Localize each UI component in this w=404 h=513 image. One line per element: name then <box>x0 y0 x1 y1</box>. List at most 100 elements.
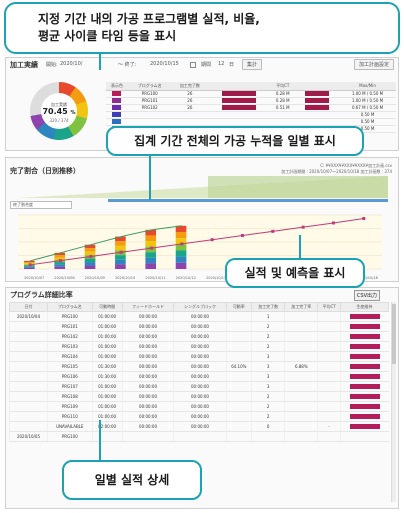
forecast-line <box>30 218 364 266</box>
detail-row[interactable]: 2020/10/05 PRG100 <box>9 431 389 442</box>
detail-cell-avg <box>317 411 341 422</box>
period-value[interactable]: 12 <box>218 61 225 67</box>
forecast-point <box>271 229 275 233</box>
bar-segment <box>54 255 66 258</box>
detail-row[interactable]: PRG110 01:00:00 00:00:00 00:00:00 2 <box>9 411 389 422</box>
detail-cell-rate <box>225 351 252 362</box>
detail-cell-fh: 00:00:00 <box>121 371 174 382</box>
detail-cell-sb: 00:00:00 <box>173 361 226 372</box>
bar-segment <box>84 262 96 266</box>
detail-cell-run: 01:30:00 <box>91 371 123 382</box>
x-tick-label: 2020/10/18 <box>358 276 378 280</box>
detail-scrollbar[interactable] <box>391 302 396 502</box>
bar-segment <box>115 255 126 260</box>
maint-bar <box>349 394 380 400</box>
period-start-label: 開始: <box>46 62 58 68</box>
bar-segment <box>84 248 96 252</box>
bar-segment <box>145 235 157 242</box>
forecast-point <box>210 238 214 242</box>
bar-segment <box>145 229 157 236</box>
plan-file-path: C: ¥¥XXX¥¥XXX¥¥XXX¥加工計画.csv <box>320 163 392 168</box>
detail-cell-fh: 00:00:00 <box>121 381 174 392</box>
detail-cell-run <box>91 431 123 442</box>
detail-title: プログラム詳細比率 <box>10 291 73 299</box>
detail-cell-done: 2 <box>251 341 285 352</box>
detail-cell-rate <box>225 321 252 332</box>
detail-row[interactable]: PRG109 01:00:00 00:00:00 00:00:00 2 <box>9 401 389 412</box>
bar-segment <box>175 225 187 232</box>
color-swatch <box>106 111 128 119</box>
detail-row[interactable]: PRG106 01:30:00 00:00:00 00:00:00 3 <box>9 371 389 382</box>
table-row[interactable]: PRG101 26 0.28 M 1.00 M / 0.50 M <box>106 97 396 105</box>
detail-cell-avg <box>317 431 341 442</box>
detail-row[interactable]: PRG101 01:00:00 00:00:00 00:00:00 2 <box>9 321 389 332</box>
detail-cell-done_rate <box>284 321 318 332</box>
detail-cell-rate: 64.10% <box>225 361 252 372</box>
ct-bar <box>295 104 340 112</box>
detail-cell-program: PRG102 <box>46 331 93 342</box>
bar-segment <box>145 252 157 258</box>
aggregate-button[interactable]: 集計 <box>242 59 263 70</box>
detail-cell-program: PRG103 <box>46 341 93 352</box>
detail-cell-rate <box>225 391 252 402</box>
detail-row[interactable]: PRG105 01:30:00 00:00:00 00:00:00 64.10% 3 6.8… <box>9 361 389 372</box>
detail-col-header: シングルブロック <box>173 302 227 312</box>
bar-segment <box>175 231 187 239</box>
end-date-input[interactable]: 2020/10/15 <box>150 61 179 67</box>
col-bar2 <box>295 82 340 91</box>
bar-segment <box>54 262 66 265</box>
detail-cell-run: 01:00:00 <box>91 311 123 322</box>
bar-segment <box>115 236 126 242</box>
detail-cell-done: 2 <box>251 321 285 332</box>
detail-row[interactable]: PRG108 01:00:00 00:00:00 00:00:00 2 <box>9 391 389 402</box>
avg-ct: 0.28 M <box>270 90 296 98</box>
table-row[interactable]: PRG102 26 0.51 M 0.67 M / 0.50 M <box>106 104 396 112</box>
detail-row[interactable]: PRG103 01:00:00 00:00:00 00:00:00 2 <box>9 341 389 352</box>
csv-export-button[interactable]: CSV出力 <box>353 290 380 301</box>
bar-segment <box>84 251 96 256</box>
detail-cell-done: 3 <box>251 381 285 392</box>
ct-bar <box>295 97 340 105</box>
calendar-icon[interactable] <box>190 62 196 68</box>
max-min: 0.50 M <box>339 118 396 126</box>
detail-cell-done_rate <box>284 421 318 432</box>
done-bar <box>208 90 271 98</box>
detail-row[interactable]: PRG102 01:00:00 00:00:00 00:00:00 2 <box>9 331 389 342</box>
detail-row[interactable]: PRG107 01:00:00 00:00:00 00:00:00 3 <box>9 381 389 392</box>
detail-cell-program: PRG100 <box>46 431 93 442</box>
detail-cell-sb: 00:00:00 <box>173 381 226 392</box>
plan-period-info: 加工計画期間 : 2020/10/07～2020/10/18 加工計画数 : 3… <box>281 169 392 174</box>
forecast-point <box>149 246 153 250</box>
detail-scroll-thumb[interactable] <box>392 304 396 364</box>
start-date-input[interactable]: 2020/10/ <box>60 61 83 67</box>
detail-cell-done: 3 <box>251 361 285 372</box>
detail-cell-maint <box>339 311 389 322</box>
done-bar <box>208 104 271 112</box>
detail-cell-done <box>251 431 285 442</box>
plan-setting-button[interactable]: 加工計画設定 <box>353 59 394 70</box>
summary-panel: 加工実績 開始: 2020/10/ ～ 終了: 2020/10/15 期間 12… <box>5 57 399 151</box>
detail-cell-date <box>9 361 48 372</box>
ratio-select[interactable]: 終了割合度 <box>10 201 72 209</box>
maint-bar <box>349 374 380 380</box>
bar-segment <box>145 263 157 269</box>
detail-cell-avg <box>317 361 341 372</box>
table-row[interactable]: 0.50 M <box>106 118 396 126</box>
done-count: 26 <box>171 90 209 98</box>
ct-bar <box>295 90 340 98</box>
program-summary-table: 表示色 プログラム名 加工完了数 平均CT Max/Min PRG100 26 0.… <box>106 82 396 133</box>
forecast-point <box>58 259 62 263</box>
detail-row[interactable]: UNAVAILABLE 02:00:00 00:00:00 00:00:00 0- <box>9 421 389 432</box>
detail-cell-maint <box>339 421 389 432</box>
table-row[interactable]: PRG100 26 0.28 M 1.00 M / 0.50 M <box>106 90 396 98</box>
detail-cell-fh: 00:00:00 <box>121 421 174 432</box>
done-count: 26 <box>171 104 209 112</box>
detail-col-header: 日付 <box>9 302 48 312</box>
detail-cell-fh <box>121 431 174 442</box>
table-row[interactable]: 0.50 M <box>106 111 396 119</box>
ct-bar <box>295 118 340 126</box>
detail-row[interactable]: 2020/10/04 PRG100 01:00:00 00:00:00 00:00:00… <box>9 311 389 322</box>
detail-cell-done_rate <box>284 371 318 382</box>
detail-row[interactable]: PRG104 01:00:00 00:00:00 00:00:00 3 <box>9 351 389 362</box>
detail-cell-avg <box>317 381 341 392</box>
